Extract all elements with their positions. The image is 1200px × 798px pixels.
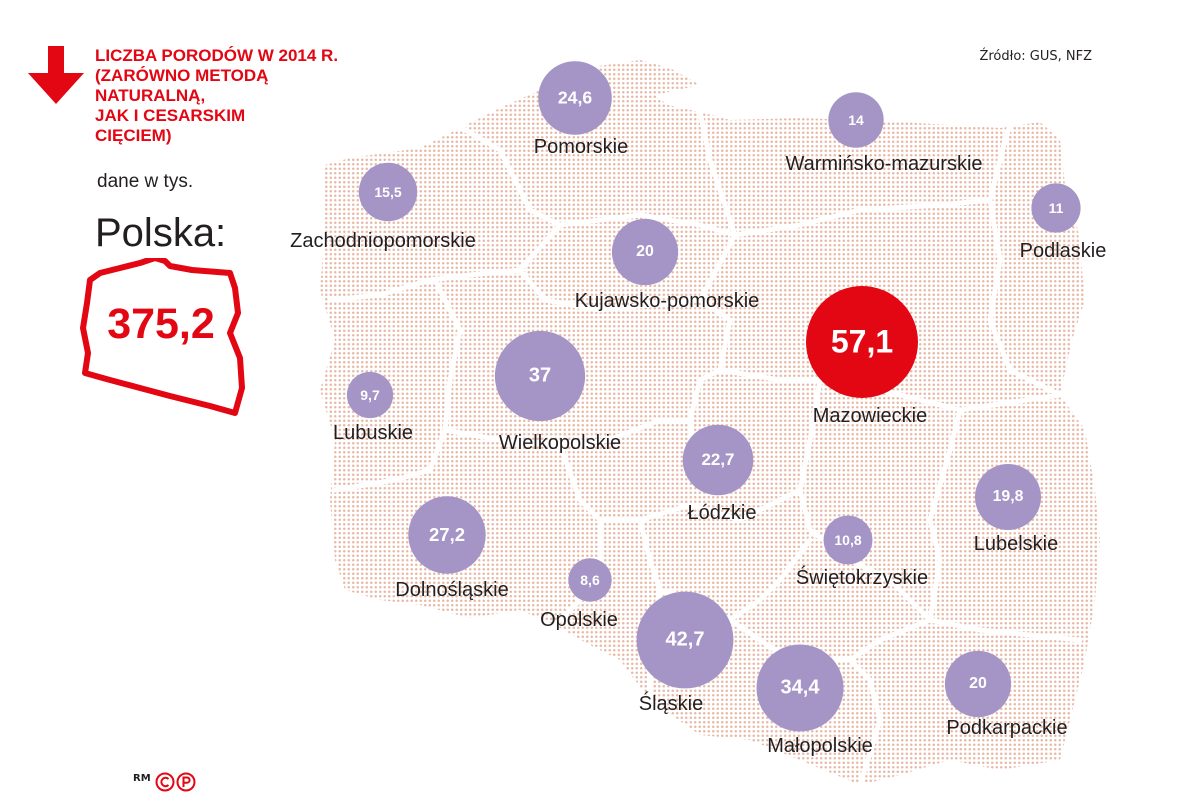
bubble-16 xyxy=(944,650,1012,718)
bubble-value: 10,8 xyxy=(834,532,862,548)
country-label: Polska: xyxy=(95,211,227,255)
bubble-13 xyxy=(568,558,612,602)
region-name: Podkarpackie xyxy=(946,717,1068,739)
bubble-14 xyxy=(636,591,734,689)
region-name: Podlaskie xyxy=(1019,240,1107,262)
unit-label: dane w tys. xyxy=(97,171,194,192)
region-bubbles xyxy=(346,61,1081,732)
region-name: Dolnośląskie xyxy=(395,579,509,601)
bubble-4 xyxy=(1031,183,1081,233)
title-line: (ZARÓWNO METODĄ xyxy=(95,66,269,85)
source-label: Źródło: GUS, NFZ xyxy=(979,49,1092,64)
bubble-value: 57,1 xyxy=(830,323,894,360)
bubble-value: 9,7 xyxy=(360,387,380,403)
bubble-value: 14 xyxy=(848,112,864,128)
title-line: NATURALNĄ, xyxy=(95,86,206,105)
bubble-value: 27,2 xyxy=(428,524,466,545)
title-line: JAK I CESARSKIM xyxy=(95,106,246,125)
title-line: LICZBA PORODÓW W 2014 R. xyxy=(95,46,339,65)
bubble-9 xyxy=(682,424,754,496)
bubble-value: 19,8 xyxy=(992,488,1024,505)
region-name: Warmińsko-mazurskie xyxy=(785,153,983,175)
poland-outline-icon xyxy=(80,258,245,416)
region-name: Łódzkie xyxy=(687,502,757,524)
bubble-value: 15,5 xyxy=(374,184,402,200)
bubble-5 xyxy=(611,218,679,286)
region-name: Kujawsko-pomorskie xyxy=(574,290,760,312)
phonogram-icon xyxy=(176,772,196,792)
bubble-1 xyxy=(538,61,612,135)
bubble-12 xyxy=(823,515,873,565)
copyright-icon xyxy=(155,772,175,792)
region-name: Wielkopolskie xyxy=(498,432,622,454)
bubble-7 xyxy=(346,371,394,419)
region-name: Lubuskie xyxy=(332,422,414,444)
bubble-value: 20 xyxy=(969,675,987,692)
bubble-value: 8,6 xyxy=(580,572,600,588)
bubble-10 xyxy=(975,464,1041,530)
bubble-value: 37 xyxy=(528,364,552,387)
bubble-15 xyxy=(756,644,844,732)
region-name: Lubelskie xyxy=(973,533,1059,555)
bubble-value: 34,4 xyxy=(780,676,820,699)
credit-label: RM xyxy=(133,773,151,784)
bubble-11 xyxy=(408,496,486,574)
region-name: Małopolskie xyxy=(767,735,873,757)
map-outline xyxy=(320,60,1100,785)
bubble-3 xyxy=(358,162,418,222)
bubble-8 xyxy=(494,330,586,422)
region-name: Świętokrzyskie xyxy=(795,567,929,589)
chart-title: LICZBA PORODÓW W 2014 R. (ZARÓWNO METODĄ… xyxy=(95,46,425,146)
bubble-value: 11 xyxy=(1048,200,1064,216)
region-name: Śląskie xyxy=(638,693,704,715)
bubble-2 xyxy=(828,92,884,148)
region-name: Zachodniopomorskie xyxy=(290,230,476,252)
arrow-down-icon xyxy=(28,46,84,104)
bubble-value: 24,6 xyxy=(557,87,593,108)
region-name: Opolskie xyxy=(540,609,618,631)
region-name: Mazowieckie xyxy=(812,405,928,427)
country-total: 375,2 xyxy=(107,300,215,348)
region-name: Pomorskie xyxy=(533,136,629,158)
bubble-6 xyxy=(806,286,918,398)
bubble-value: 20 xyxy=(636,243,654,260)
bubble-value: 22,7 xyxy=(701,450,735,469)
title-line: CIĘCIEM) xyxy=(95,126,172,145)
bubble-value: 42,7 xyxy=(665,628,705,651)
